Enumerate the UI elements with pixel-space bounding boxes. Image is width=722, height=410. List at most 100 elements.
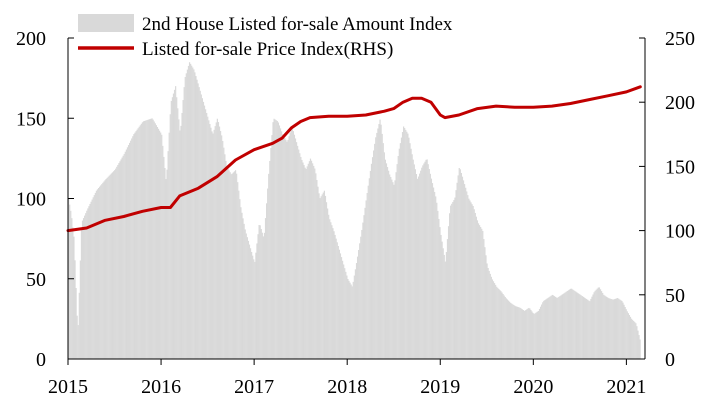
amount-bar	[500, 291, 502, 359]
amount-bar	[531, 311, 533, 359]
amount-bar	[395, 172, 397, 359]
amount-bar	[420, 170, 422, 359]
amount-bar	[409, 143, 411, 359]
amount-bar	[553, 296, 556, 359]
amount-bar	[489, 273, 491, 359]
amount-bar	[471, 204, 473, 359]
amount-bar	[293, 134, 296, 359]
amount-bar	[564, 292, 566, 359]
amount-bar	[277, 122, 279, 360]
amount-bar	[588, 300, 590, 359]
amount-bar	[435, 196, 437, 359]
amount-bar	[520, 308, 522, 359]
amount-bar	[145, 120, 147, 359]
amount-bar	[513, 305, 515, 359]
bar-series	[68, 62, 641, 360]
amount-bar	[419, 173, 421, 359]
amount-bar	[405, 129, 407, 359]
amount-bar	[589, 301, 591, 359]
amount-bar	[331, 225, 333, 359]
amount-bar	[628, 315, 631, 359]
amount-bar	[503, 295, 505, 359]
amount-bar	[219, 130, 222, 359]
amount-bar	[565, 291, 567, 359]
amount-bar	[586, 299, 588, 359]
amount-bar	[404, 128, 406, 359]
amount-bar	[249, 248, 252, 359]
amount-bar	[537, 310, 540, 359]
amount-bar	[475, 216, 477, 359]
amount-bar	[85, 213, 87, 359]
amount-bar	[382, 143, 384, 359]
amount-bar	[151, 118, 153, 359]
amount-bar	[77, 325, 79, 359]
amount-bar	[523, 310, 526, 359]
amount-bar	[143, 120, 146, 360]
amount-bar	[434, 191, 436, 359]
amount-bar	[393, 184, 395, 359]
amount-bar	[575, 291, 577, 359]
amount-bar	[453, 200, 455, 359]
amount-bar	[490, 276, 492, 359]
amount-bar	[627, 313, 629, 359]
amount-bar	[246, 237, 248, 359]
amount-bar	[545, 299, 547, 359]
amount-bar	[365, 200, 367, 359]
amount-bar	[200, 94, 202, 359]
amount-bar	[605, 296, 607, 359]
amount-bar	[255, 252, 257, 359]
amount-bar	[207, 116, 209, 360]
amount-bar	[306, 166, 308, 359]
amount-bar	[529, 308, 531, 359]
amount-bar	[177, 108, 179, 359]
amount-bar	[317, 186, 319, 359]
amount-bar	[614, 298, 617, 359]
amount-bar	[208, 120, 210, 359]
amount-bar	[566, 291, 568, 359]
amount-bar	[335, 238, 337, 359]
legend-bar-label: 2nd House Listed for-sale Amount Index	[142, 14, 453, 35]
amount-bar	[618, 298, 620, 359]
amount-bar	[462, 180, 465, 359]
amount-bar	[187, 65, 190, 360]
amount-bar	[451, 203, 453, 359]
amount-bar	[374, 143, 376, 359]
amount-bar	[504, 296, 506, 359]
amount-bar	[340, 257, 343, 359]
amount-bar	[517, 307, 519, 359]
amount-bar	[415, 174, 418, 359]
amount-bar	[321, 194, 323, 359]
amount-bar	[222, 140, 224, 359]
amount-bar	[613, 299, 616, 359]
amount-bar	[282, 134, 284, 359]
amount-bar	[398, 148, 400, 359]
amount-bar	[373, 150, 375, 359]
amount-bar	[103, 181, 105, 359]
amount-bar	[299, 153, 301, 359]
amount-bar	[408, 137, 410, 359]
x-tick-label: 2021	[606, 376, 646, 398]
amount-bar	[261, 232, 263, 359]
right-tick-label: 0	[665, 349, 675, 371]
amount-bar	[447, 226, 450, 359]
amount-bar	[445, 252, 448, 359]
amount-bar	[146, 120, 148, 359]
amount-bar	[99, 186, 101, 359]
amount-bar	[427, 164, 429, 359]
amount-bar	[516, 306, 518, 359]
amount-bar	[604, 295, 606, 359]
amount-bar	[96, 189, 99, 359]
amount-bar	[237, 182, 239, 359]
amount-bar	[325, 202, 328, 359]
amount-bar	[337, 246, 339, 359]
amount-bar	[283, 136, 285, 359]
amount-bar	[168, 132, 170, 359]
amount-bar	[231, 173, 233, 359]
amount-bar	[88, 206, 90, 359]
amount-bar	[230, 174, 232, 359]
amount-bar	[632, 319, 634, 359]
amount-bar	[446, 239, 449, 359]
amount-bar	[292, 131, 294, 359]
amount-bar	[609, 298, 611, 359]
amount-bar	[120, 159, 122, 359]
